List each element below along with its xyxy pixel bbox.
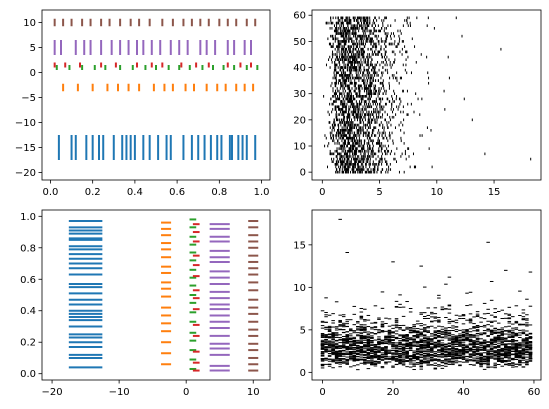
x-tick-label: 40: [457, 387, 470, 398]
y-tick-label: 0.6: [20, 275, 36, 286]
y-tick-label: 5: [300, 325, 306, 336]
y-tick-label: −10: [15, 118, 36, 129]
y-tick-label: 5: [30, 43, 36, 54]
x-tick-label: −10: [109, 387, 130, 398]
x-tick-label: 0: [319, 387, 325, 398]
y-tick-label: 20: [293, 115, 306, 126]
event-marks: [323, 16, 532, 174]
x-tick-label: 10: [247, 387, 260, 398]
x-tick-label: 60: [528, 387, 541, 398]
y-tick-label: −15: [15, 143, 36, 154]
y-tick-label: −5: [21, 93, 36, 104]
panel-top-left: 0.0 0.2 0.4 0.6 0.8 1.0 −20 −15 −10 −5 0 5 10: [15, 9, 271, 198]
x-tick-label: 0.8: [211, 187, 227, 198]
y-tick-label: −20: [15, 168, 36, 179]
y-tick-label: 0.2: [20, 338, 36, 349]
y-tick-label: 10: [293, 142, 306, 153]
event-marks: [68, 218, 259, 372]
axes-frame: [311, 9, 542, 181]
x-tick-label: 0.4: [127, 187, 143, 198]
y-tick-label: 10: [23, 18, 36, 29]
event-marks: [320, 218, 533, 371]
panel-bottom-left: −20 −10 0 10 0.0 0.2 0.4 0.6 0.8 1.0: [20, 209, 271, 398]
y-tick-label: 0: [30, 68, 36, 79]
y-tick-label: 0.0: [20, 369, 36, 380]
x-tick-label: −20: [42, 387, 63, 398]
x-tick-label: 1.0: [254, 187, 270, 198]
panel-bottom-right: 0 20 40 60 0 5 10 15: [293, 209, 542, 398]
x-tick-label: 0.6: [169, 187, 185, 198]
x-tick-label: 20: [387, 387, 400, 398]
x-tick-label: 0: [319, 187, 325, 198]
axes-frame: [41, 9, 271, 181]
y-tick-label: 40: [293, 63, 306, 74]
x-tick-label: 10: [430, 187, 443, 198]
x-tick-label: 0: [183, 387, 189, 398]
y-tick-label: 0.4: [20, 306, 36, 317]
x-tick-label: 5: [376, 187, 382, 198]
axes-frame: [41, 209, 271, 381]
y-tick-label: 0.8: [20, 243, 36, 254]
x-tick-label: 0.2: [85, 187, 101, 198]
event-marks: [53, 18, 259, 160]
y-tick-label: 30: [293, 89, 306, 100]
y-tick-label: 15: [293, 240, 306, 251]
y-tick-label: 50: [293, 37, 306, 48]
x-tick-label: 15: [488, 187, 501, 198]
x-tick-label: 0.0: [42, 187, 58, 198]
y-tick-label: 0: [300, 368, 306, 379]
panel-top-right: 0 5 10 15 0 10 20 30 40 50 60: [293, 9, 542, 198]
y-tick-label: 1.0: [20, 212, 36, 223]
y-tick-label: 10: [293, 283, 306, 294]
y-tick-label: 60: [293, 11, 306, 22]
y-tick-label: 0: [300, 168, 306, 179]
